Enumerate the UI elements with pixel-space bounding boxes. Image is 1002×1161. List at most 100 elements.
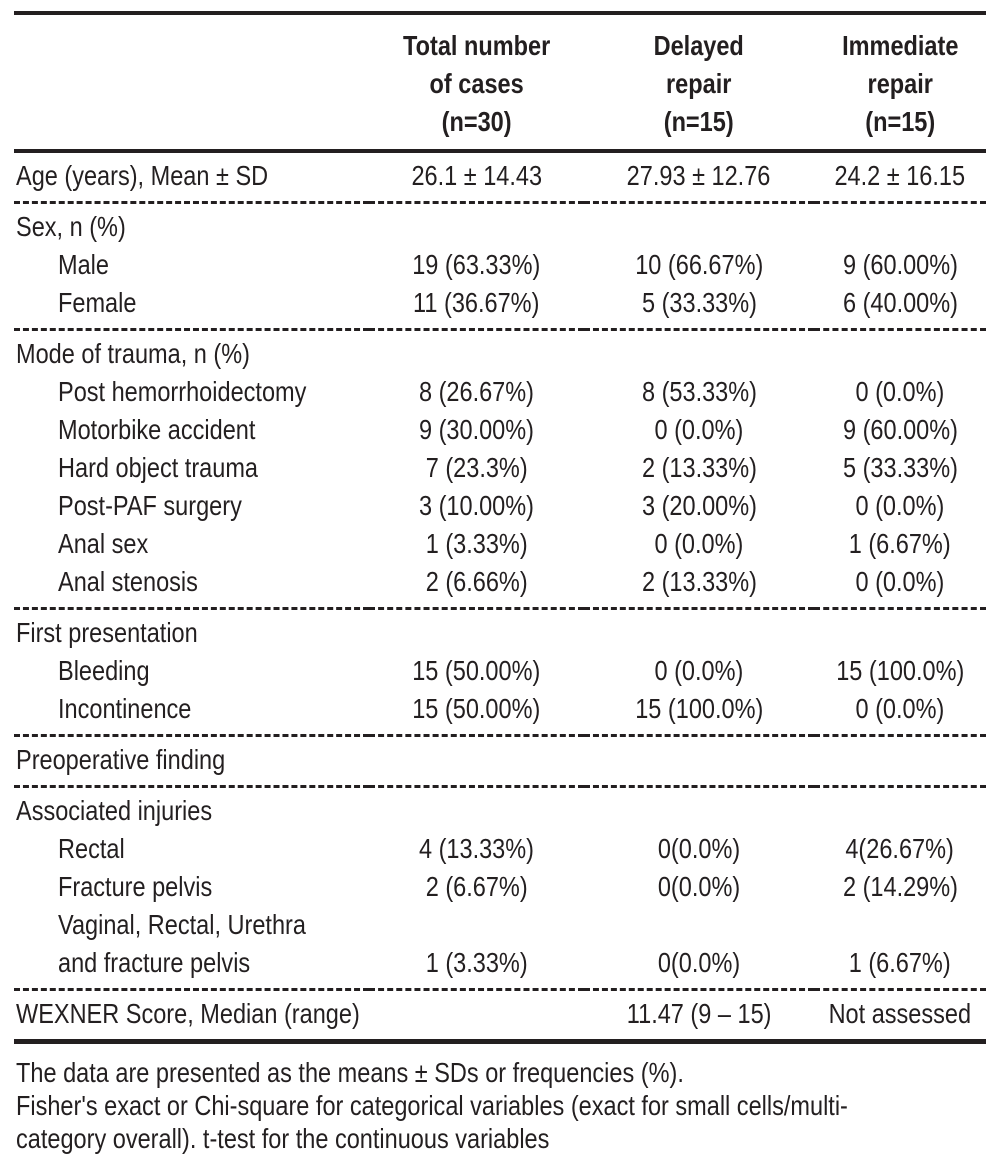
- table-header: Total number of cases (n=30) Delayed rep…: [14, 13, 986, 151]
- table-row: Vaginal, Rectal, Urethra and fracture pe…: [14, 906, 986, 990]
- cell-value: 1 (3.33%): [369, 525, 584, 563]
- cell-value-text: 4 (13.33%): [418, 833, 535, 864]
- row-label-text: Bleeding: [58, 655, 150, 686]
- cell-value-text: 4(26.67%): [845, 833, 955, 864]
- cell-value-text: 0 (0.0%): [654, 655, 744, 686]
- cell-value-text: 2 (13.33%): [641, 452, 757, 483]
- cell-value-text: 0 (0.0%): [654, 528, 744, 559]
- table-section: Preoperative finding: [14, 735, 986, 787]
- cell-value: 1 (3.33%): [369, 906, 584, 990]
- cell-value: 15 (50.00%): [369, 652, 584, 690]
- cell-value-text: 11.47 (9 – 15): [626, 998, 772, 1029]
- table-section: Associated injuries Rectal 4 (13.33%) 0(0.0…: [14, 786, 986, 990]
- table-row: Incontinence 15 (50.00%) 15 (100.0%) 0 (0.0…: [14, 690, 986, 736]
- cell-value: 15 (100.0%): [814, 652, 986, 690]
- cell-value-text: 9 (30.00%): [418, 414, 535, 445]
- table-row: Post hemorrhoidectomy 8 (26.67%) 8 (53.33%…: [14, 373, 986, 411]
- row-label: Bleeding: [14, 652, 369, 690]
- cell-value: [369, 330, 584, 374]
- cell-value: [814, 203, 986, 247]
- cell-value: 1 (6.67%): [814, 906, 986, 990]
- cell-value: [814, 330, 986, 374]
- cell-value: 3 (20.00%): [584, 487, 814, 525]
- cell-value-text: 5 (33.33%): [641, 287, 757, 318]
- cell-value: 9 (30.00%): [369, 411, 584, 449]
- cell-value: 11.47 (9 – 15): [584, 990, 814, 1042]
- cell-value-text: 10 (66.67%): [634, 249, 764, 280]
- table-row: Age (years), Mean ± SD 26.1 ± 14.43 27.93 …: [14, 151, 986, 203]
- row-label: Fracture pelvis: [14, 868, 369, 906]
- header-immediate-repair-label: Immediate repair (n=15): [841, 30, 959, 137]
- cell-value-text: 19 (63.33%): [412, 249, 541, 280]
- cell-value-text: 15 (100.0%): [634, 693, 764, 724]
- row-label-text: Male: [58, 249, 109, 280]
- cell-value-text: 15 (50.00%): [412, 693, 541, 724]
- row-label: Vaginal, Rectal, Urethra and fracture pe…: [14, 906, 369, 990]
- cell-value: [584, 787, 814, 831]
- cell-value-text: 7 (23.3%): [425, 452, 528, 483]
- cell-value: 5 (33.33%): [814, 449, 986, 487]
- row-label-text: Anal stenosis: [58, 566, 198, 597]
- row-label: Male: [14, 246, 369, 284]
- cell-value-text: 11 (36.67%): [413, 287, 540, 318]
- table-section: Age (years), Mean ± SD 26.1 ± 14.43 27.93 …: [14, 151, 986, 203]
- cell-value-text: 2 (13.33%): [641, 566, 757, 597]
- footnote-text: The data are presented as the means ± SD…: [16, 1057, 684, 1088]
- table-row: Fracture pelvis 2 (6.67%) 0(0.0%) 2 (14.29%…: [14, 868, 986, 906]
- row-label-text: Mode of trauma, n (%): [16, 338, 250, 369]
- cell-value: 1 (6.67%): [814, 525, 986, 563]
- cell-value-text: 0 (0.0%): [855, 693, 945, 724]
- cell-value: 2 (13.33%): [584, 449, 814, 487]
- cell-value: 9 (60.00%): [814, 246, 986, 284]
- row-label: Female: [14, 284, 369, 330]
- cell-value: 0 (0.0%): [814, 373, 986, 411]
- table-row: Female 11 (36.67%) 5 (33.33%) 6 (40.00%): [14, 284, 986, 330]
- cell-value: 2 (6.66%): [369, 563, 584, 609]
- row-label: WEXNER Score, Median (range): [14, 990, 369, 1042]
- footnote-text: Fisher's exact or Chi-square for categor…: [16, 1090, 848, 1154]
- table-row: WEXNER Score, Median (range) 11.47 (9 – 1…: [14, 990, 986, 1042]
- header-total-cases: Total number of cases (n=30): [369, 13, 584, 151]
- cell-value: 2 (6.67%): [369, 868, 584, 906]
- table-row: First presentation: [14, 609, 986, 653]
- cell-value: 26.1 ± 14.43: [369, 151, 584, 203]
- row-label: Anal stenosis: [14, 563, 369, 609]
- cell-value-text: 15 (50.00%): [412, 655, 541, 686]
- cell-value-text: 0(0.0%): [657, 947, 741, 978]
- table-row: Associated injuries: [14, 787, 986, 831]
- row-label: Preoperative finding: [14, 736, 369, 787]
- cell-value-text: 9 (60.00%): [842, 414, 958, 445]
- row-label: Rectal: [14, 830, 369, 868]
- footnote-line: The data are presented as the means ± SD…: [16, 1056, 986, 1089]
- row-label: Incontinence: [14, 690, 369, 736]
- cell-value: 2 (14.29%): [814, 868, 986, 906]
- row-label-text: Sex, n (%): [16, 211, 126, 242]
- cell-value: [584, 609, 814, 653]
- cell-value: [814, 736, 986, 787]
- cell-value: 15 (50.00%): [369, 690, 584, 736]
- cell-value: [814, 609, 986, 653]
- cell-value-text: 0 (0.0%): [855, 490, 945, 521]
- cell-value-text: 3 (10.00%): [418, 490, 535, 521]
- cell-value: [584, 203, 814, 247]
- cell-value: 5 (33.33%): [584, 284, 814, 330]
- cell-value: 9 (60.00%): [814, 411, 986, 449]
- cell-value: 11 (36.67%): [369, 284, 584, 330]
- header-immediate-repair: Immediate repair (n=15): [814, 13, 986, 151]
- cell-value-text: 1 (6.67%): [849, 528, 951, 559]
- header-total-cases-label: Total number of cases (n=30): [402, 30, 551, 137]
- table-row: Rectal 4 (13.33%) 0(0.0%) 4(26.67%): [14, 830, 986, 868]
- cell-value: [369, 203, 584, 247]
- row-label: Motorbike accident: [14, 411, 369, 449]
- row-label: Age (years), Mean ± SD: [14, 151, 369, 203]
- table-row: Sex, n (%): [14, 203, 986, 247]
- header-delayed-repair-label: Delayed repair (n=15): [653, 30, 745, 137]
- cell-value: 0(0.0%): [584, 830, 814, 868]
- row-label-text: Fracture pelvis: [58, 871, 213, 902]
- cell-value-text: 1 (6.67%): [849, 947, 951, 978]
- cell-value: 2 (13.33%): [584, 563, 814, 609]
- cell-value: 19 (63.33%): [369, 246, 584, 284]
- row-label-text: Female: [58, 287, 137, 318]
- table-row: Bleeding 15 (50.00%) 0 (0.0%) 15 (100.0%): [14, 652, 986, 690]
